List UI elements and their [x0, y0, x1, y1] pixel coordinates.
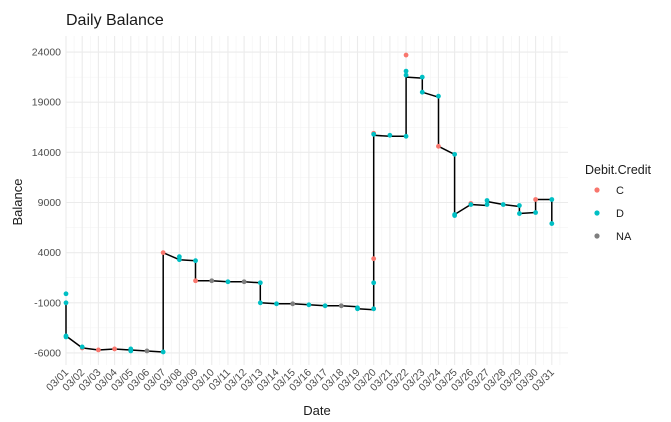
point-d: [517, 211, 522, 216]
point-d: [160, 349, 166, 355]
point-d: [436, 93, 441, 99]
legend-label-na: NA: [616, 231, 632, 243]
y-axis-ticks: -6000 -1000 4000 9000 14000 19000 24000: [32, 47, 61, 360]
legend-key-na: [594, 233, 600, 239]
point-d: [128, 348, 134, 354]
point-c: [371, 256, 377, 262]
point-c: [533, 197, 539, 202]
x-axis-title: Date: [303, 403, 330, 418]
point-d: [533, 210, 539, 215]
point-na: [241, 279, 247, 285]
point-d: [63, 334, 69, 340]
y-tick-label: 19000: [32, 97, 61, 109]
point-d: [274, 301, 279, 307]
point-d: [452, 151, 458, 157]
point-d: [403, 72, 409, 78]
point-d: [257, 300, 263, 306]
legend-label-c: C: [616, 185, 624, 197]
point-d: [549, 221, 555, 226]
legend-title: Debit.Credit: [585, 163, 652, 177]
y-tick-label: 4000: [38, 247, 62, 259]
y-tick-label: 24000: [32, 47, 61, 59]
point-d: [257, 280, 263, 286]
chart-title: Daily Balance: [66, 12, 164, 29]
point-d: [452, 213, 458, 218]
legend-key-c: [594, 187, 600, 193]
point-d: [549, 197, 555, 202]
point-c: [193, 278, 198, 284]
point-d: [63, 291, 69, 297]
point-c: [95, 347, 101, 353]
point-d: [371, 306, 377, 312]
point-d: [403, 68, 409, 74]
point-na: [338, 303, 344, 309]
point-na: [144, 348, 150, 354]
legend-key-d: [594, 210, 600, 216]
y-axis-title: Balance: [10, 179, 25, 226]
point-d: [371, 131, 377, 137]
point-d: [63, 300, 69, 306]
point-na: [290, 301, 296, 307]
point-d: [79, 344, 85, 350]
y-tick-label: 14000: [32, 147, 61, 159]
point-d: [517, 203, 522, 208]
y-tick-label: -1000: [34, 297, 61, 309]
y-tick-label: 9000: [38, 197, 62, 209]
point-d: [193, 258, 198, 264]
y-tick-label: -6000: [34, 347, 61, 359]
point-d: [484, 198, 490, 203]
point-d: [322, 303, 328, 309]
point-d: [371, 280, 377, 286]
point-d: [419, 74, 425, 80]
point-d: [468, 202, 474, 207]
point-c: [403, 52, 409, 58]
point-na: [209, 278, 215, 284]
legend: Debit.Credit CD NA: [585, 163, 652, 243]
point-c: [436, 143, 441, 149]
grid-minor: [66, 36, 568, 365]
point-d: [387, 132, 393, 138]
point-d: [355, 306, 360, 312]
legend-label-d: D: [616, 208, 624, 220]
point-d: [176, 257, 182, 263]
point-d: [484, 202, 490, 207]
point-d: [225, 279, 231, 285]
point-c: [112, 346, 117, 352]
point-d: [306, 302, 312, 308]
data-points: [63, 52, 555, 355]
point-c: [160, 250, 166, 256]
point-d: [500, 202, 506, 207]
point-d: [419, 89, 425, 95]
point-d: [403, 133, 409, 139]
